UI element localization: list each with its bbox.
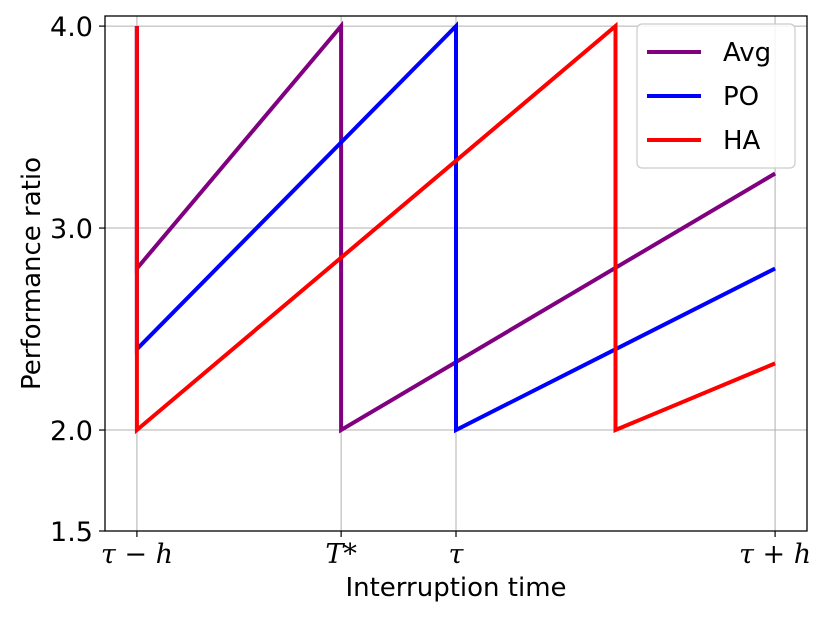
y-tick-label: 4.0 (50, 12, 93, 43)
legend-entry: PO (723, 82, 759, 112)
x-axis-label: Interruption time (345, 573, 566, 603)
x-tick-label: τ − h (101, 539, 173, 570)
series-lines (134, 20, 777, 435)
axis-ticks: 1.5 2.0 3.0 4.0 τ − h T* τ τ + h (50, 12, 811, 570)
x-tick-label: τ (449, 539, 465, 570)
y-axis-label: Performance ratio (17, 157, 47, 390)
legend-entry: Avg (723, 38, 771, 68)
series-line-ha (134, 21, 776, 435)
x-tick-label: T* (325, 539, 357, 570)
legend: Avg PO HA (636, 23, 796, 169)
y-tick-label: 1.5 (50, 517, 93, 548)
legend-box (636, 23, 796, 169)
y-tick-label: 2.0 (50, 416, 93, 447)
legend-entry: HA (723, 126, 761, 156)
x-tick-label: τ + h (739, 539, 811, 570)
y-tick-label: 3.0 (50, 214, 93, 245)
